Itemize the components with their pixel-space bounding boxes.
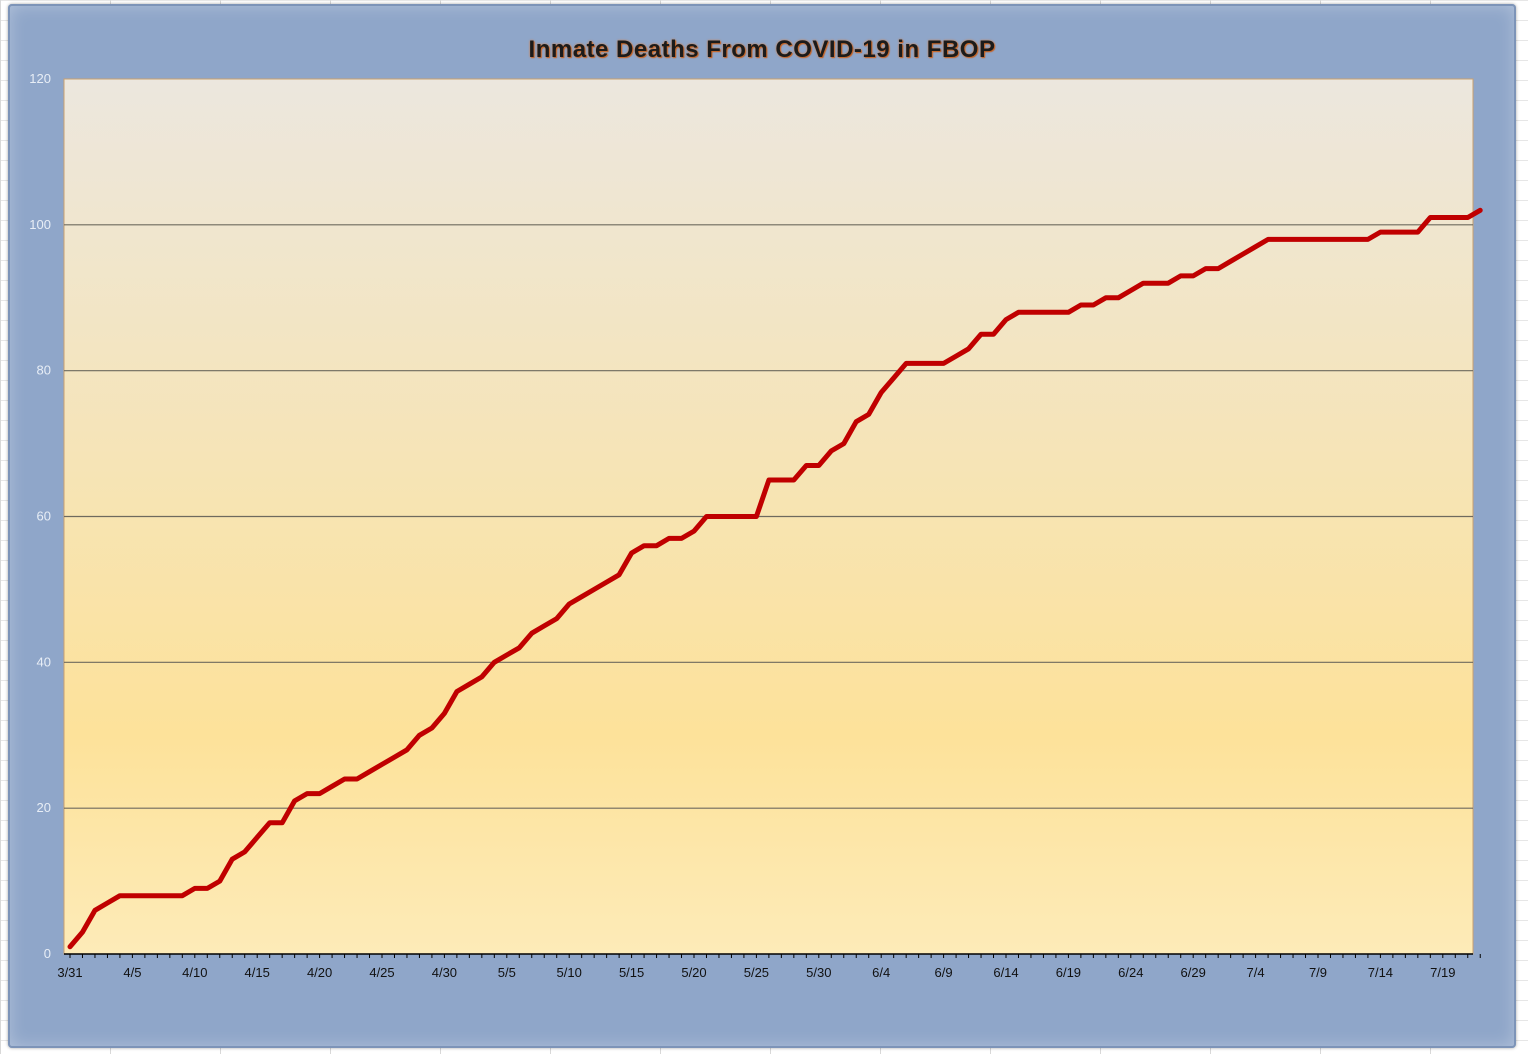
chart-title: Inmate Deaths From COVID-19 in FBOP: [528, 36, 996, 63]
y-tick-label: 80: [37, 363, 51, 378]
y-tick-label: 60: [37, 509, 51, 524]
x-tick-label: 6/9: [935, 965, 953, 980]
x-tick-label: 5/25: [744, 965, 769, 980]
series-line-0[interactable]: [67, 207, 1483, 950]
x-tick-label: 7/4: [1247, 965, 1265, 980]
x-tick-label: 4/20: [307, 965, 332, 980]
y-tick-label: 40: [37, 654, 51, 669]
x-tick-label: 3/31: [57, 965, 82, 980]
x-tick-label: 6/29: [1181, 965, 1206, 980]
x-tick-label: 4/15: [245, 965, 270, 980]
x-tick-label: 5/30: [806, 965, 831, 980]
x-tick-label: 5/5: [498, 965, 516, 980]
x-tick-label: 6/24: [1118, 965, 1143, 980]
x-tick-label: 6/14: [993, 965, 1018, 980]
x-tick-label: 4/25: [369, 965, 394, 980]
x-tick-label: 7/19: [1430, 965, 1455, 980]
x-tick-label: 7/14: [1368, 965, 1393, 980]
y-tick-label: 0: [44, 946, 51, 961]
x-tick-label: 5/20: [681, 965, 706, 980]
x-tick-label: 6/19: [1056, 965, 1081, 980]
y-tick-label: 120: [29, 71, 51, 86]
y-tick-label: 20: [37, 800, 51, 815]
x-tick-label: 5/15: [619, 965, 644, 980]
x-tick-label: 5/10: [557, 965, 582, 980]
x-tick-label: 6/4: [872, 965, 890, 980]
x-tick-label: 4/10: [182, 965, 207, 980]
x-tick-label: 4/5: [123, 965, 141, 980]
x-tick-label: 4/30: [432, 965, 457, 980]
y-tick-label: 100: [29, 217, 51, 232]
x-tick-label: 7/9: [1309, 965, 1327, 980]
